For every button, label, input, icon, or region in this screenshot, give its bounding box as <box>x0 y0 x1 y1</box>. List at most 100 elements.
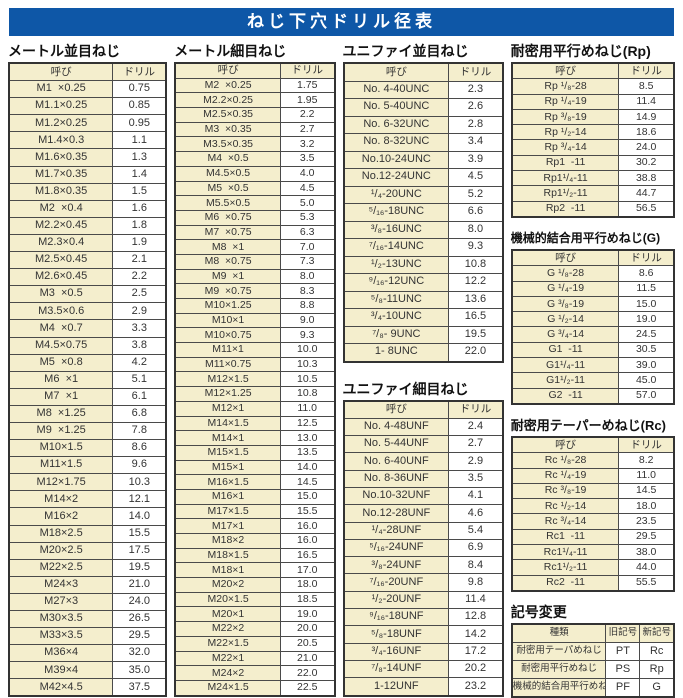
thread-name-cell: M18×2.5 <box>8 524 114 543</box>
table-row: M9 ×1 8.0 <box>174 268 336 285</box>
thread-name-cell: ⁹/₁₆-12UNC <box>343 273 450 292</box>
table-row: M3 ×0.5 2.5 <box>8 285 167 304</box>
table-row: Rc ¹/₄-19 11.0 <box>511 467 675 484</box>
drill-value-cell: 18.0 <box>279 577 336 593</box>
thread-name-cell: M9 ×0.75 <box>174 283 281 299</box>
drill-value-cell: 10.8 <box>279 386 336 402</box>
drill-value-cell: 22.0 <box>448 343 504 362</box>
drill-value-cell: 44.7 <box>618 185 675 202</box>
drill-value-cell: 20.2 <box>448 659 504 679</box>
table-row: M24×2 22.0 <box>174 665 336 681</box>
table-header-row: 呼び ドリル <box>343 62 504 82</box>
thread-name-cell: M15×1.5 <box>174 444 281 461</box>
table-row: M18×1 17.0 <box>174 562 336 579</box>
thread-name-cell: ⁹/₁₆-18UNF <box>343 608 450 627</box>
table-row: 耐密用平行めねじ PS Rp <box>511 659 675 679</box>
thread-name-cell: No.12-24UNC <box>343 168 450 187</box>
table-row: M10×1.5 8.6 <box>8 439 167 458</box>
drill-value-cell: 16.0 <box>279 533 336 549</box>
column-header-drill: ドリル <box>618 62 675 80</box>
thread-name-cell: M27×3 <box>8 592 114 612</box>
table-header-row: 呼び ドリル <box>343 400 504 419</box>
table-row: Rc1¹/₄-11 38.0 <box>511 544 675 561</box>
table-row: M16×2 14.0 <box>8 507 167 526</box>
thread-name-cell: M3.5×0.6 <box>8 302 114 321</box>
thread-name-cell: No. 8-32UNC <box>343 133 450 152</box>
table-row: G1¹/₄-11 39.0 <box>511 357 675 374</box>
drill-value-cell: 1.5 <box>112 182 167 201</box>
table-row: ⁵/₁₆-24UNF 6.9 <box>343 538 504 558</box>
drill-value-cell: 8.0 <box>448 220 504 239</box>
table-row: ³/₈-24UNF 8.4 <box>343 556 504 575</box>
thread-name-cell: M2 ×0.25 <box>174 77 281 94</box>
drill-value-cell: 1.75 <box>279 77 336 94</box>
drill-value-cell: 7.0 <box>279 239 336 255</box>
table-row: No.12-24UNC 4.5 <box>343 168 504 187</box>
thread-name-cell: Rc ³/₈-19 <box>511 482 620 500</box>
thread-name-cell: ¹/₄-28UNF <box>343 521 450 540</box>
table-row: Rp1¹/₄-11 38.8 <box>511 170 675 187</box>
drill-value-cell: 21.0 <box>112 575 167 594</box>
thread-name-cell: No. 6-32UNC <box>343 115 450 134</box>
thread-name-cell: M12×1.75 <box>8 473 114 492</box>
thread-name-cell: Rp ¹/₄-19 <box>511 93 620 110</box>
table-row: M6 ×0.75 5.3 <box>174 209 336 226</box>
thread-name-cell: M4.5×0.5 <box>174 165 281 182</box>
table-row: M4.5×0.75 3.8 <box>8 336 167 355</box>
thread-name-cell: Rp ³/₄-14 <box>511 139 620 156</box>
drill-value-cell: 3.3 <box>112 319 167 338</box>
table-row: ¹/₄-28UNF 5.4 <box>343 521 504 540</box>
thread-name-cell: M18×2 <box>174 533 281 549</box>
table-row: M1.6×0.35 1.3 <box>8 148 167 167</box>
drill-value-cell: 5.0 <box>279 195 336 211</box>
column-header-new-symbol: 新記号 <box>639 623 675 643</box>
thread-name-cell: M22×2.5 <box>8 558 114 577</box>
drill-value-cell: 16.5 <box>448 308 504 327</box>
column-header-name: 呼び <box>8 62 114 82</box>
drill-value-cell: 2.4 <box>448 417 504 437</box>
thread-name-cell: M10×0.75 <box>174 327 281 344</box>
drill-value-cell: 2.3 <box>448 80 504 99</box>
drill-value-cell: 2.7 <box>279 121 336 138</box>
drill-value-cell: 19.5 <box>112 558 167 577</box>
thread-name-cell: M1.8×0.35 <box>8 182 114 201</box>
drill-value-cell: 6.1 <box>112 387 167 406</box>
table-row: ⁹/₁₆-18UNF 12.8 <box>343 608 504 627</box>
drill-value-cell: 2.9 <box>448 452 504 471</box>
thread-name-cell: M14×1.5 <box>174 415 281 432</box>
table-row: Rp2 -11 56.5 <box>511 200 675 218</box>
drill-value-cell: 17.2 <box>448 642 504 661</box>
thread-name-cell: M10×1.5 <box>8 439 114 458</box>
thread-name-cell: Rp ¹/₂-14 <box>511 124 620 141</box>
column-header-drill: ドリル <box>448 62 504 82</box>
table-row: M20×1 19.0 <box>174 606 336 623</box>
table-row: ⁷/₁₆-20UNF 9.8 <box>343 573 504 592</box>
column-header-type: 種類 <box>511 623 607 643</box>
thread-name-cell: M14×1 <box>174 430 281 446</box>
thread-name-cell: G ³/₄-14 <box>511 326 620 343</box>
drill-value-cell: 14.5 <box>279 474 336 490</box>
drill-value-cell: 2.1 <box>112 251 167 270</box>
thread-name-cell: No.12-28UNF <box>343 504 450 523</box>
thread-name-cell: M6 ×0.75 <box>174 209 281 226</box>
drill-value-cell: 37.5 <box>112 678 167 697</box>
column-header-drill: ドリル <box>112 62 167 82</box>
metric-coarse-table: 呼び ドリル M1 ×0.25 0.75 M1.1×0.25 0.85 M1.2×0.2… <box>8 62 168 698</box>
rc-taper-section: 耐密用テーパーめねじ(Rc) 呼び ドリル Rc ¹/₈-28 8.2 Rc ¹/₄… <box>510 417 675 592</box>
thread-name-cell: M39×4 <box>8 661 114 680</box>
section-heading-metric-coarse: メートル並目ねじ <box>8 43 120 59</box>
table-row: M33×3.5 29.5 <box>8 627 167 646</box>
table-row: M2 ×0.4 1.6 <box>8 199 167 218</box>
section-heading-rc: 耐密用テーパーめねじ(Rc) <box>510 417 666 433</box>
metric-coarse-section: メートル並目ねじ 呼び ドリル M1 ×0.25 0.75 M1.1×0.25 0.8… <box>8 43 168 698</box>
table-row: M12×1 11.0 <box>174 400 336 417</box>
thread-name-cell: Rp1¹/₄-11 <box>511 170 620 187</box>
drill-value-cell: 3.4 <box>448 133 504 152</box>
drill-value-cell: 15.0 <box>618 295 675 313</box>
column-header-name: 呼び <box>174 62 281 79</box>
table-row: M5 ×0.8 4.2 <box>8 353 167 372</box>
table-row: ¹/₄-20UNC 5.2 <box>343 185 504 204</box>
column-header-drill: ドリル <box>279 62 336 79</box>
table-row: M10×0.75 9.3 <box>174 327 336 344</box>
drill-value-cell: 8.5 <box>618 78 675 95</box>
